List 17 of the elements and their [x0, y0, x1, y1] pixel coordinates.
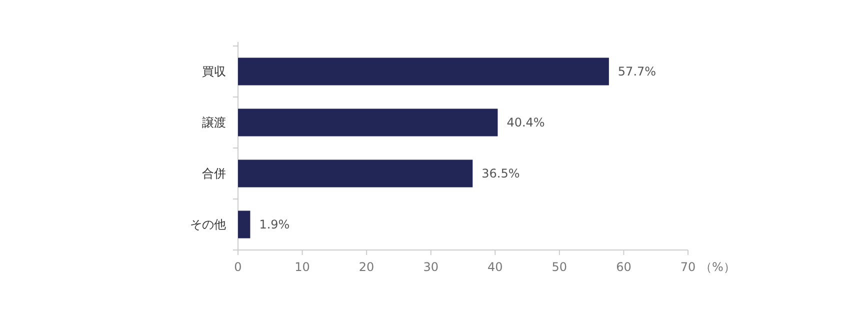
x-tick-label: 0 [234, 260, 242, 274]
data-label: 1.9% [259, 218, 290, 232]
x-tick-label: 50 [552, 260, 568, 274]
x-tick-label: 40 [488, 260, 503, 274]
data-label: 57.7% [618, 64, 656, 78]
y-tick-label: 譲渡 [202, 116, 226, 130]
y-tick-label: 合併 [202, 166, 226, 180]
y-tick-label: その他 [190, 218, 226, 232]
x-tick-label: 30 [423, 260, 438, 274]
x-tick-label: 20 [358, 260, 374, 274]
x-tick-label: 70 [680, 260, 696, 274]
y-tick-label: 買収 [202, 64, 226, 78]
data-label: 40.4% [506, 116, 545, 130]
x-tick-label: 60 [616, 260, 632, 274]
x-tick-label: 10 [294, 260, 310, 274]
data-label: 36.5% [482, 166, 520, 180]
x-axis-title: （%） [700, 260, 736, 274]
